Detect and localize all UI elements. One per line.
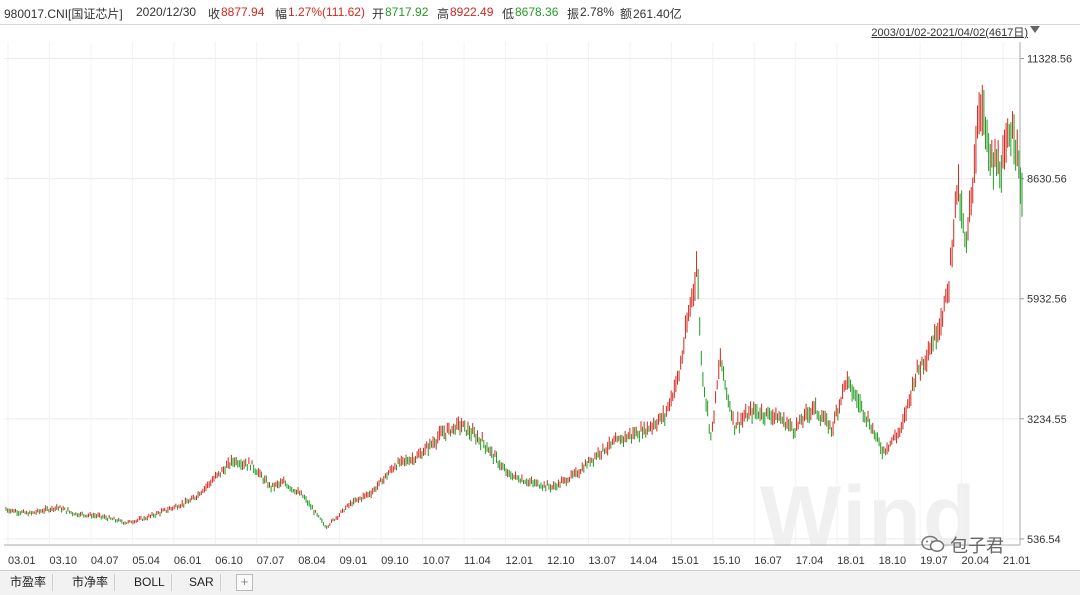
security-code: 980017.CNI[国证芯片] [4, 7, 123, 21]
x-tick-label: 08.04 [298, 555, 326, 567]
x-tick-label: 06.01 [174, 555, 202, 567]
close-label: 收 [208, 7, 221, 21]
x-tick-label: 19.07 [920, 555, 948, 567]
add-indicator-button[interactable]: + [236, 574, 253, 591]
open-value: 8717.92 [385, 5, 429, 19]
y-tick-label: 8630.56 [1027, 174, 1067, 186]
y-tick-label: 5932.56 [1027, 294, 1067, 306]
high-value: 8922.49 [450, 5, 494, 19]
tab-pe-ratio[interactable]: 市盈率 [4, 574, 54, 591]
wechat-account-label: 包子君 [950, 536, 1004, 556]
x-tick-label: 20.04 [962, 555, 990, 567]
x-tick-label: 05.04 [132, 555, 160, 567]
amount-value: 261.40亿 [633, 7, 682, 21]
amplitude-value: 2.78% [580, 5, 615, 19]
x-tick-label: 10.07 [423, 555, 451, 567]
x-tick-label: 14.04 [630, 555, 658, 567]
low-value: 8678.36 [515, 5, 559, 19]
price-chart[interactable]: 11328.56 8630.56 5932.56 3234.55 536.54 03.01… [0, 40, 1080, 570]
x-tick-label: 17.04 [796, 555, 824, 567]
x-tick-label: 09.10 [381, 555, 409, 567]
wechat-icon [921, 535, 945, 552]
change-value: 1.27%(111.62) [288, 5, 365, 19]
price-series [5, 84, 1023, 530]
high-label: 高 [437, 7, 450, 21]
close-value: 8877.94 [221, 5, 265, 19]
tab-sar[interactable]: SAR [183, 574, 221, 591]
x-tick-label: 03.01 [8, 555, 36, 567]
date-range-selector[interactable]: 2003/01/02-2021/04/02(4617日) [871, 27, 1028, 39]
x-tick-label: 13.07 [588, 555, 616, 567]
x-tick-label: 07.07 [257, 555, 285, 567]
y-tick-label: 11328.56 [1027, 54, 1072, 66]
indicator-toolbar: 市盈率 市净率 BOLL SAR + [0, 570, 1080, 595]
change-label: 幅 [275, 7, 288, 21]
x-tick-label: 04.07 [91, 555, 119, 567]
amount-label: 额 [620, 7, 633, 21]
tab-pb-ratio[interactable]: 市净率 [66, 574, 116, 591]
x-tick-label: 15.01 [671, 555, 699, 567]
x-tick-label: 11.04 [464, 555, 491, 567]
amplitude-label: 振 [567, 7, 580, 21]
chevron-down-icon[interactable] [1030, 26, 1040, 33]
open-label: 开 [372, 7, 385, 21]
x-tick-label: 12.01 [506, 555, 534, 567]
x-tick-label: 15.10 [713, 555, 741, 567]
x-tick-label: 03.10 [49, 555, 77, 567]
x-tick-label: 18.10 [879, 555, 907, 567]
x-tick-label: 21.01 [1003, 555, 1031, 567]
y-tick-label: 3234.55 [1027, 414, 1067, 426]
y-tick-label: 536.54 [1027, 534, 1061, 546]
x-tick-label: 09.01 [340, 555, 368, 567]
x-tick-label: 18.01 [837, 555, 865, 567]
x-tick-label: 12.10 [547, 555, 575, 567]
x-tick-label: 06.10 [215, 555, 243, 567]
x-tick-label: 16.07 [754, 555, 782, 567]
tab-boll[interactable]: BOLL [128, 574, 172, 591]
quote-info-bar: 980017.CNI[国证芯片] 2020/12/30 收 8877.94 幅 … [0, 0, 1080, 25]
quote-date: 2020/12/30 [136, 5, 197, 19]
low-label: 低 [502, 7, 515, 21]
